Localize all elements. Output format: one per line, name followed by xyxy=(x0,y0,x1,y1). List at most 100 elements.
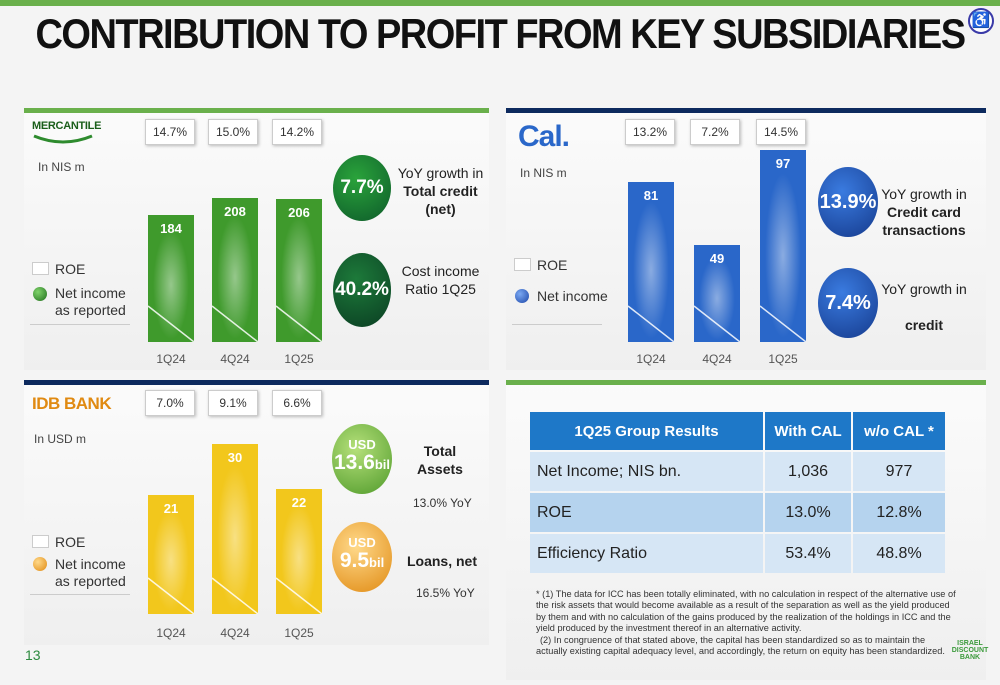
table-cell: 1,036 xyxy=(765,452,851,491)
bar-value-label: 184 xyxy=(160,221,182,236)
bar-decoration xyxy=(628,305,674,342)
legend-line-2: as reported xyxy=(55,573,126,589)
legend-net-income-swatch xyxy=(515,289,529,303)
bar-decoration xyxy=(276,577,322,614)
kpi-currency: USD xyxy=(348,437,376,452)
legend-divider xyxy=(512,324,602,325)
table-cell: 13.0% xyxy=(765,493,851,532)
kpi-line: Credit card xyxy=(887,204,961,220)
table-cell: 977 xyxy=(853,452,945,491)
mercantile-roe-1q25: 14.2% xyxy=(272,119,322,145)
idb-roe-4q24: 9.1% xyxy=(208,390,258,416)
mercantile-roe-4q24: 15.0% xyxy=(208,119,258,145)
bar-value-label: 22 xyxy=(291,495,307,510)
x-axis-tick-label: 1Q25 xyxy=(284,352,314,366)
panel-accent-bar xyxy=(24,108,489,113)
x-axis-tick-label: 1Q24 xyxy=(156,352,186,366)
legend-net-income-swatch xyxy=(33,287,47,301)
kpi-line: Ratio 1Q25 xyxy=(405,281,476,297)
bar-decoration xyxy=(148,577,194,614)
legend-roe-label: ROE xyxy=(537,257,568,273)
kpi-value: 9.5 xyxy=(339,549,370,572)
kpi-line: Cost income xyxy=(401,263,480,279)
bar-value-label: 208 xyxy=(224,204,246,219)
footnote: * (1) The data for ICC has been totally … xyxy=(536,589,956,657)
kpi-line: Assets xyxy=(417,461,463,477)
table-cell: 12.8% xyxy=(853,493,945,532)
kpi-amount: 13.6bil xyxy=(332,452,392,476)
cal-logo: Cal. xyxy=(518,120,570,153)
table-header: 1Q25 Group Results xyxy=(530,412,763,450)
cal-credit-growth-circle: 7.4% xyxy=(818,268,878,338)
x-axis-tick-label: 4Q24 xyxy=(220,352,250,366)
panel-accent-bar xyxy=(506,380,986,385)
legend-roe-swatch xyxy=(514,258,531,271)
page-title: CONTRIBUTION TO PROFIT FROM KEY SUBSIDIA… xyxy=(35,11,966,59)
legend-line-1: Net income xyxy=(55,285,126,301)
legend-divider xyxy=(30,594,130,595)
cal-unit: In NIS m xyxy=(520,166,567,180)
logo-line: DISCOUNT xyxy=(951,647,989,654)
x-axis-tick-label: 4Q24 xyxy=(220,626,250,640)
kpi-line: transactions xyxy=(882,222,966,238)
chart-bar: 21 xyxy=(148,495,194,614)
kpi-line: Total credit xyxy=(403,183,478,199)
chart-bar: 22 xyxy=(276,489,322,614)
kpi-value: 13.9% xyxy=(819,191,877,213)
footnote-paragraph-1: * (1) The data for ICC has been totally … xyxy=(536,589,956,634)
kpi-line: YoY growth in xyxy=(397,165,484,181)
table-cell: Net Income; NIS bn. xyxy=(530,452,763,491)
cal-card-growth-circle: 13.9% xyxy=(818,167,878,237)
bar-value-label: 206 xyxy=(288,205,310,220)
table-row: Net Income; NIS bn. 1,036 977 xyxy=(530,452,945,491)
mercantile-cost-income-circle: 40.2% xyxy=(333,253,391,327)
cal-panel xyxy=(506,108,986,370)
idb-loans-note: 16.5% YoY xyxy=(416,586,475,600)
mercantile-roe-1q24: 14.7% xyxy=(145,119,195,145)
table-header-row: 1Q25 Group Results With CAL w/o CAL * xyxy=(530,412,945,450)
legend-line-2: as reported xyxy=(55,302,126,318)
table-cell: ROE xyxy=(530,493,763,532)
mercantile-unit: In NIS m xyxy=(38,160,85,174)
kpi-value: 7.7% xyxy=(340,177,384,198)
legend-net-income-label: Net income as reported xyxy=(55,285,126,319)
x-axis-tick-label: 1Q24 xyxy=(156,626,186,640)
table-row: ROE 13.0% 12.8% xyxy=(530,493,945,532)
bar-decoration xyxy=(212,577,258,614)
bar-decoration xyxy=(694,305,740,342)
legend-line-1: Net income xyxy=(55,556,126,572)
mercantile-cost-income-text: Cost income Ratio 1Q25 xyxy=(393,262,488,298)
bar-decoration xyxy=(276,305,322,342)
kpi-line: (net) xyxy=(425,201,456,217)
idb-loans-circle: USD 9.5bil xyxy=(332,522,392,592)
bar-value-label: 97 xyxy=(775,156,791,171)
chart-bar: 184 xyxy=(148,215,194,342)
table-header: w/o CAL * xyxy=(853,412,945,450)
idb-roe-1q25: 6.6% xyxy=(272,390,322,416)
top-accent-bar xyxy=(0,0,1000,6)
accessibility-icon[interactable]: ♿ xyxy=(968,8,994,34)
kpi-suffix: bil xyxy=(369,555,385,570)
legend-roe-swatch xyxy=(32,262,49,275)
chart-bar: 97 xyxy=(760,150,806,342)
table-row: Efficiency Ratio 53.4% 48.8% xyxy=(530,534,945,573)
idb-assets-circle: USD 13.6bil xyxy=(332,424,392,494)
kpi-line: YoY growth in xyxy=(881,281,967,297)
chart-bar: 81 xyxy=(628,182,674,342)
legend-roe-label: ROE xyxy=(55,534,86,550)
legend-net-income-label: Net income as reported xyxy=(55,556,126,590)
chart-bar: 49 xyxy=(694,245,740,342)
kpi-currency: USD xyxy=(348,535,376,550)
chart-bar: 206 xyxy=(276,199,322,342)
legend-net-income-label: Net income xyxy=(537,288,608,304)
legend-roe-swatch xyxy=(32,535,49,548)
group-results-table: 1Q25 Group Results With CAL w/o CAL * Ne… xyxy=(528,410,947,575)
idb-assets-label: Total Assets xyxy=(400,442,480,478)
idb-loans-label: Loans, net xyxy=(406,553,477,569)
idb-roe-1q24: 7.0% xyxy=(145,390,195,416)
footnote-paragraph-2: (2) In congruence of that stated above, … xyxy=(536,634,945,657)
idb-assets-note: 13.0% YoY xyxy=(413,496,472,510)
table-cell: 53.4% xyxy=(765,534,851,573)
kpi-amount: 9.5bil xyxy=(332,550,392,574)
x-axis-tick-label: 1Q25 xyxy=(284,626,314,640)
